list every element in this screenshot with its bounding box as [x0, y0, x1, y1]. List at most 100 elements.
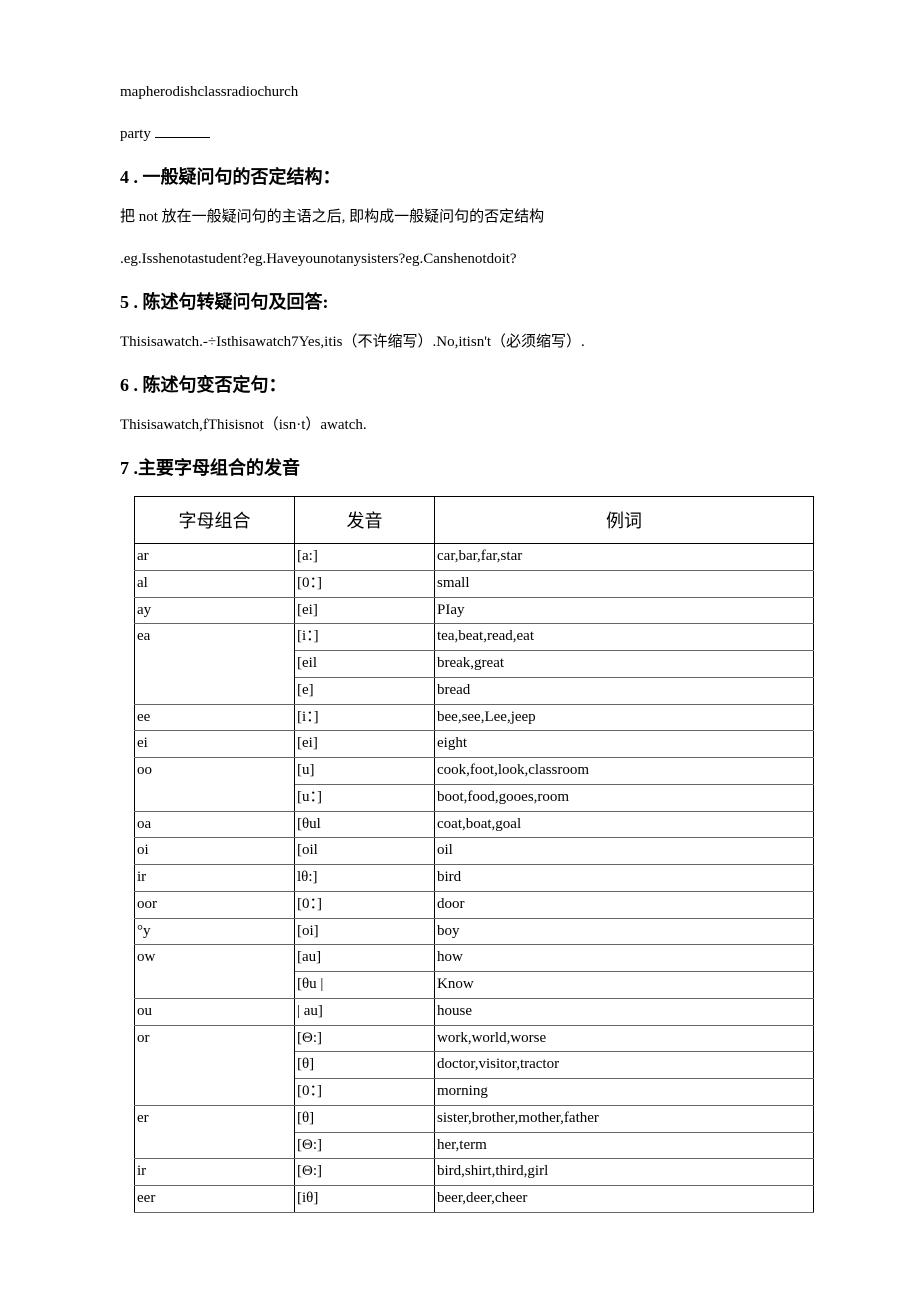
cell-letters: ay — [135, 597, 295, 624]
cell-letters: oor — [135, 891, 295, 918]
table-row: irlθ:]bird — [135, 865, 814, 892]
phonics-table: 字母组合 发音 例词 ar[a:]car,bar,far,staral[0：]s… — [134, 496, 814, 1213]
table-row: oo[u]cook,foot,look,classroom — [135, 758, 814, 785]
cell-pronunciation: [θ] — [295, 1105, 435, 1132]
table-row: oor[0：]door — [135, 891, 814, 918]
cell-pronunciation: [e] — [295, 677, 435, 704]
cell-pronunciation: [u：] — [295, 784, 435, 811]
cell-letters: eer — [135, 1186, 295, 1213]
heading-4: 4 . 一般疑问句的否定结构： — [120, 164, 820, 191]
cell-examples: boot,food,gooes,room — [435, 784, 814, 811]
table-row: or[Θ:]work,world,worse — [135, 1025, 814, 1052]
table-row: ee[i：]bee,see,Lee,jeep — [135, 704, 814, 731]
cell-pronunciation: [u] — [295, 758, 435, 785]
cell-examples: break,great — [435, 651, 814, 678]
section-number: 4 — [120, 167, 129, 187]
cell-pronunciation: [a:] — [295, 544, 435, 571]
table-row: ou| au]house — [135, 998, 814, 1025]
cell-examples: house — [435, 998, 814, 1025]
heading-7: 7 .主要字母组合的发音 — [120, 455, 820, 482]
cell-letters: al — [135, 570, 295, 597]
cell-examples: morning — [435, 1079, 814, 1106]
table-header-row: 字母组合 发音 例词 — [135, 497, 814, 544]
cell-pronunciation: [Θ:] — [295, 1159, 435, 1186]
section-number: 6 — [120, 375, 129, 395]
paragraph-party: party — [120, 122, 820, 146]
cell-pronunciation: [θul — [295, 811, 435, 838]
cell-letters: ar — [135, 544, 295, 571]
heading-6: 6 . 陈述句变否定句： — [120, 372, 820, 399]
paragraph: Thisisawatch.-÷Isthisawatch7Yes,itis（不许缩… — [120, 330, 820, 354]
cell-examples: bird — [435, 865, 814, 892]
paragraph-words: mapherodishclassradiochurch — [120, 80, 820, 104]
cell-pronunciation: [iθ] — [295, 1186, 435, 1213]
cell-examples: PIay — [435, 597, 814, 624]
cell-examples: Know — [435, 972, 814, 999]
cell-letters: er — [135, 1105, 295, 1159]
cell-letters: oa — [135, 811, 295, 838]
cell-pronunciation: [ei] — [295, 731, 435, 758]
cell-examples: oil — [435, 838, 814, 865]
section-title: .主要字母组合的发音 — [129, 458, 300, 478]
table-row: ea[i：]tea,beat,read,eat — [135, 624, 814, 651]
cell-pronunciation: [ei] — [295, 597, 435, 624]
cell-examples: doctor,visitor,tractor — [435, 1052, 814, 1079]
table-row: ar[a:]car,bar,far,star — [135, 544, 814, 571]
table-row: ir[Θ:]bird,shirt,third,girl — [135, 1159, 814, 1186]
cell-letters: °y — [135, 918, 295, 945]
cell-pronunciation: [0：] — [295, 570, 435, 597]
cell-pronunciation: [i：] — [295, 704, 435, 731]
table-row: oa[θulcoat,boat,goal — [135, 811, 814, 838]
cell-pronunciation: [eil — [295, 651, 435, 678]
cell-examples: bee,see,Lee,jeep — [435, 704, 814, 731]
table-row: ei[ei]eight — [135, 731, 814, 758]
cell-pronunciation: [Θ:] — [295, 1132, 435, 1159]
cell-examples: eight — [435, 731, 814, 758]
cell-examples: her,term — [435, 1132, 814, 1159]
cell-pronunciation: [0：] — [295, 1079, 435, 1106]
cell-pronunciation: lθ:] — [295, 865, 435, 892]
cell-letters: oi — [135, 838, 295, 865]
cell-pronunciation: [oil — [295, 838, 435, 865]
section-number: 5 — [120, 292, 129, 312]
section-number: 7 — [120, 458, 129, 478]
section-title: . 陈述句转疑问句及回答: — [129, 292, 329, 312]
cell-letters: ir — [135, 1159, 295, 1186]
cell-letters: ei — [135, 731, 295, 758]
cell-pronunciation: [Θ:] — [295, 1025, 435, 1052]
document-page: mapherodishclassradiochurch party 4 . 一般… — [0, 0, 920, 1253]
cell-examples: door — [435, 891, 814, 918]
cell-examples: how — [435, 945, 814, 972]
cell-pronunciation: | au] — [295, 998, 435, 1025]
cell-letters: oo — [135, 758, 295, 812]
paragraph: .eg.Isshenotastudent?eg.Haveyounotanysis… — [120, 247, 820, 271]
cell-letters: ou — [135, 998, 295, 1025]
cell-letters: ee — [135, 704, 295, 731]
cell-pronunciation: [θu | — [295, 972, 435, 999]
heading-5: 5 . 陈述句转疑问句及回答: — [120, 289, 820, 316]
cell-pronunciation: [i：] — [295, 624, 435, 651]
table-row: oi[oiloil — [135, 838, 814, 865]
cell-examples: bread — [435, 677, 814, 704]
fill-blank — [155, 122, 210, 138]
cell-examples: tea,beat,read,eat — [435, 624, 814, 651]
section-title: . 陈述句变否定句： — [129, 375, 287, 395]
cell-letters: or — [135, 1025, 295, 1105]
paragraph: 把 not 放在一般疑问句的主语之后, 即构成一般疑问句的否定结构 — [120, 205, 820, 229]
cell-examples: bird,shirt,third,girl — [435, 1159, 814, 1186]
cell-letters: ea — [135, 624, 295, 704]
cell-examples: boy — [435, 918, 814, 945]
cell-examples: work,world,worse — [435, 1025, 814, 1052]
cell-letters: ow — [135, 945, 295, 999]
section-title: . 一般疑问句的否定结构： — [129, 167, 341, 187]
col-header-letters: 字母组合 — [135, 497, 295, 544]
cell-pronunciation: [au] — [295, 945, 435, 972]
table-row: er[θ]sister,brother,mother,father — [135, 1105, 814, 1132]
cell-letters: ir — [135, 865, 295, 892]
cell-examples: small — [435, 570, 814, 597]
text-party: party — [120, 126, 155, 142]
cell-pronunciation: [oi] — [295, 918, 435, 945]
cell-examples: car,bar,far,star — [435, 544, 814, 571]
table-row: ow[au]how — [135, 945, 814, 972]
cell-examples: cook,foot,look,classroom — [435, 758, 814, 785]
